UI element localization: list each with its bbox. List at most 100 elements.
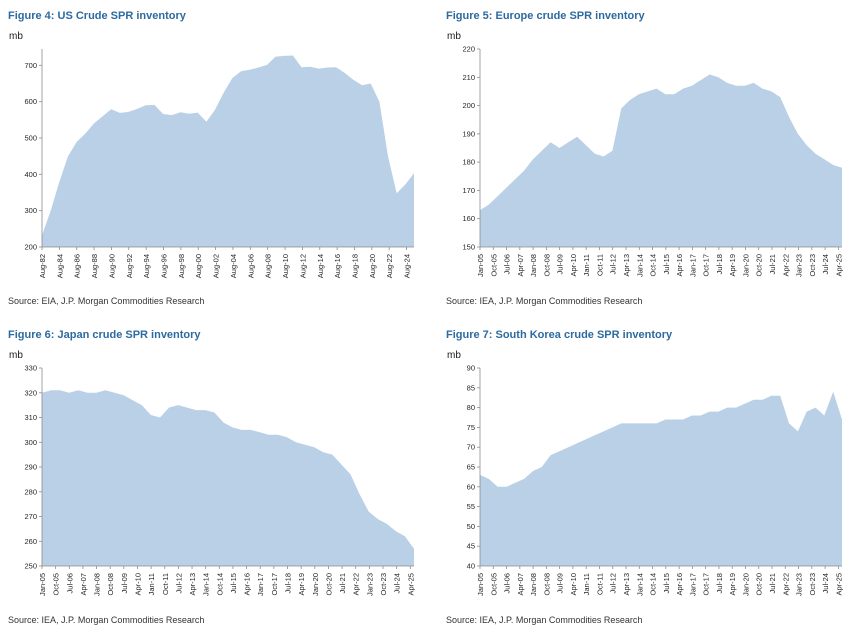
svg-text:Jul-12: Jul-12 <box>609 573 618 593</box>
figure-4-source: Source: EIA, J.P. Morgan Commodities Res… <box>8 296 205 306</box>
svg-text:Jan-08: Jan-08 <box>529 254 538 277</box>
svg-text:Apr-22: Apr-22 <box>352 573 361 596</box>
svg-text:300: 300 <box>24 206 37 215</box>
svg-text:160: 160 <box>462 214 475 223</box>
svg-text:Oct-14: Oct-14 <box>649 573 658 596</box>
svg-text:Jul-21: Jul-21 <box>768 573 777 593</box>
figure-6-unit-label: mb <box>9 350 23 361</box>
svg-text:Oct-08: Oct-08 <box>106 573 115 596</box>
svg-text:Aug-90: Aug-90 <box>107 254 116 278</box>
svg-text:Apr-16: Apr-16 <box>243 573 252 596</box>
svg-text:Jul-12: Jul-12 <box>609 254 618 274</box>
svg-text:Jan-11: Jan-11 <box>582 254 591 276</box>
svg-text:Apr-19: Apr-19 <box>728 573 737 596</box>
svg-text:Oct-05: Oct-05 <box>489 573 498 596</box>
svg-text:400: 400 <box>24 170 37 179</box>
svg-text:600: 600 <box>24 97 37 106</box>
figure-4-panel: Figure 4: US Crude SPR inventory mb 200 3… <box>8 4 446 323</box>
svg-text:Jan-14: Jan-14 <box>202 573 211 596</box>
figure-4-unit-label: mb <box>9 31 23 42</box>
svg-text:Jul-21: Jul-21 <box>338 573 347 593</box>
svg-text:Aug-98: Aug-98 <box>177 254 186 278</box>
svg-text:330: 330 <box>24 364 37 373</box>
svg-text:Aug-14: Aug-14 <box>316 254 325 278</box>
svg-text:Oct-20: Oct-20 <box>755 573 764 596</box>
figure-5-source: Source: IEA, J.P. Morgan Commodities Res… <box>446 296 643 306</box>
svg-text:Aug-04: Aug-04 <box>229 254 238 278</box>
svg-text:Oct-23: Oct-23 <box>808 573 817 596</box>
svg-text:320: 320 <box>24 388 37 397</box>
svg-text:Aug-84: Aug-84 <box>55 254 64 278</box>
svg-text:Jan-05: Jan-05 <box>476 254 485 277</box>
svg-text:170: 170 <box>462 186 475 195</box>
svg-text:Oct-11: Oct-11 <box>595 573 604 595</box>
svg-text:Aug-92: Aug-92 <box>125 254 134 278</box>
svg-text:Oct-17: Oct-17 <box>702 254 711 277</box>
svg-text:75: 75 <box>467 423 475 432</box>
svg-text:Jul-12: Jul-12 <box>174 573 183 593</box>
svg-text:Aug-20: Aug-20 <box>368 254 377 278</box>
svg-text:Jan-14: Jan-14 <box>635 254 644 277</box>
svg-text:Aug-10: Aug-10 <box>281 254 290 278</box>
svg-text:65: 65 <box>467 463 475 472</box>
svg-text:Aug-24: Aug-24 <box>403 254 412 278</box>
svg-text:Jan-23: Jan-23 <box>365 573 374 596</box>
svg-text:Jan-20: Jan-20 <box>311 573 320 596</box>
svg-text:Apr-25: Apr-25 <box>406 573 415 596</box>
svg-text:280: 280 <box>24 487 37 496</box>
svg-text:Oct-11: Oct-11 <box>595 254 604 276</box>
svg-text:Aug-22: Aug-22 <box>385 254 394 278</box>
svg-text:Apr-10: Apr-10 <box>569 573 578 596</box>
svg-text:50: 50 <box>467 522 475 531</box>
figure-6-source: Source: IEA, J.P. Morgan Commodities Res… <box>8 615 205 625</box>
svg-text:Aug-02: Aug-02 <box>212 254 221 278</box>
svg-text:Oct-17: Oct-17 <box>270 573 279 596</box>
svg-text:Aug-12: Aug-12 <box>298 254 307 278</box>
svg-text:Jul-06: Jul-06 <box>65 573 74 593</box>
svg-text:Oct-17: Oct-17 <box>702 573 711 596</box>
figure-7-panel: Figure 7: South Korea crude SPR inventor… <box>446 323 860 642</box>
svg-text:Jan-23: Jan-23 <box>795 573 804 596</box>
svg-text:90: 90 <box>467 364 475 373</box>
svg-text:Aug-06: Aug-06 <box>246 254 255 278</box>
svg-text:Oct-08: Oct-08 <box>542 573 551 596</box>
svg-text:Jan-17: Jan-17 <box>688 254 697 277</box>
svg-text:Aug-86: Aug-86 <box>73 254 82 278</box>
us-crude-spr-area-chart: 200 300 400 500 600 700 Aug-82 Aug-84 Aug-86 Aug-… <box>24 49 414 278</box>
figure-5-unit-label: mb <box>447 31 461 42</box>
svg-text:200: 200 <box>462 101 475 110</box>
svg-text:300: 300 <box>24 438 37 447</box>
svg-text:Jan-11: Jan-11 <box>582 573 591 595</box>
svg-text:Apr-22: Apr-22 <box>781 573 790 596</box>
svg-text:Jan-20: Jan-20 <box>741 573 750 596</box>
svg-text:Apr-13: Apr-13 <box>622 254 631 277</box>
svg-text:Jul-18: Jul-18 <box>715 254 724 274</box>
svg-text:Jul-18: Jul-18 <box>284 573 293 593</box>
svg-text:Apr-13: Apr-13 <box>622 573 631 596</box>
svg-text:Oct-05: Oct-05 <box>52 573 61 596</box>
svg-text:Jan-08: Jan-08 <box>529 573 538 596</box>
japan-crude-spr-area-chart: 250 260 270 280 290 300 310 320 330 Jan-05 Oct-05 J… <box>24 364 415 596</box>
svg-text:180: 180 <box>462 158 475 167</box>
figure-7-title: Figure 7: South Korea crude SPR inventor… <box>446 329 673 341</box>
europe-crude-spr-area-chart: 150 160 170 180 190 200 210 220 Jan-05 Oct-05 Jul-… <box>462 45 843 277</box>
svg-text:Jan-17: Jan-17 <box>688 573 697 596</box>
svg-text:Apr-16: Apr-16 <box>675 254 684 277</box>
svg-text:Jan-11: Jan-11 <box>147 573 156 595</box>
svg-text:Jul-15: Jul-15 <box>662 573 671 593</box>
svg-text:Jan-20: Jan-20 <box>741 254 750 277</box>
svg-text:250: 250 <box>24 562 37 571</box>
svg-text:Apr-22: Apr-22 <box>781 254 790 277</box>
svg-text:Aug-96: Aug-96 <box>160 254 169 278</box>
svg-text:Jan-17: Jan-17 <box>256 573 265 596</box>
svg-text:Jul-24: Jul-24 <box>821 573 830 593</box>
svg-text:40: 40 <box>467 562 475 571</box>
svg-text:Oct-23: Oct-23 <box>808 254 817 277</box>
svg-text:Jan-23: Jan-23 <box>795 254 804 277</box>
svg-text:Jul-21: Jul-21 <box>768 254 777 274</box>
svg-text:Oct-08: Oct-08 <box>542 254 551 277</box>
svg-text:Jul-09: Jul-09 <box>556 254 565 274</box>
svg-text:Oct-20: Oct-20 <box>755 254 764 277</box>
svg-text:260: 260 <box>24 537 37 546</box>
